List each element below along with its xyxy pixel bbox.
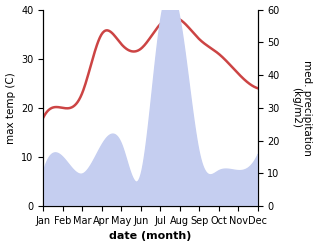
X-axis label: date (month): date (month) bbox=[109, 231, 192, 242]
Y-axis label: med. precipitation
(kg/m2): med. precipitation (kg/m2) bbox=[291, 60, 313, 156]
Y-axis label: max temp (C): max temp (C) bbox=[5, 72, 16, 144]
